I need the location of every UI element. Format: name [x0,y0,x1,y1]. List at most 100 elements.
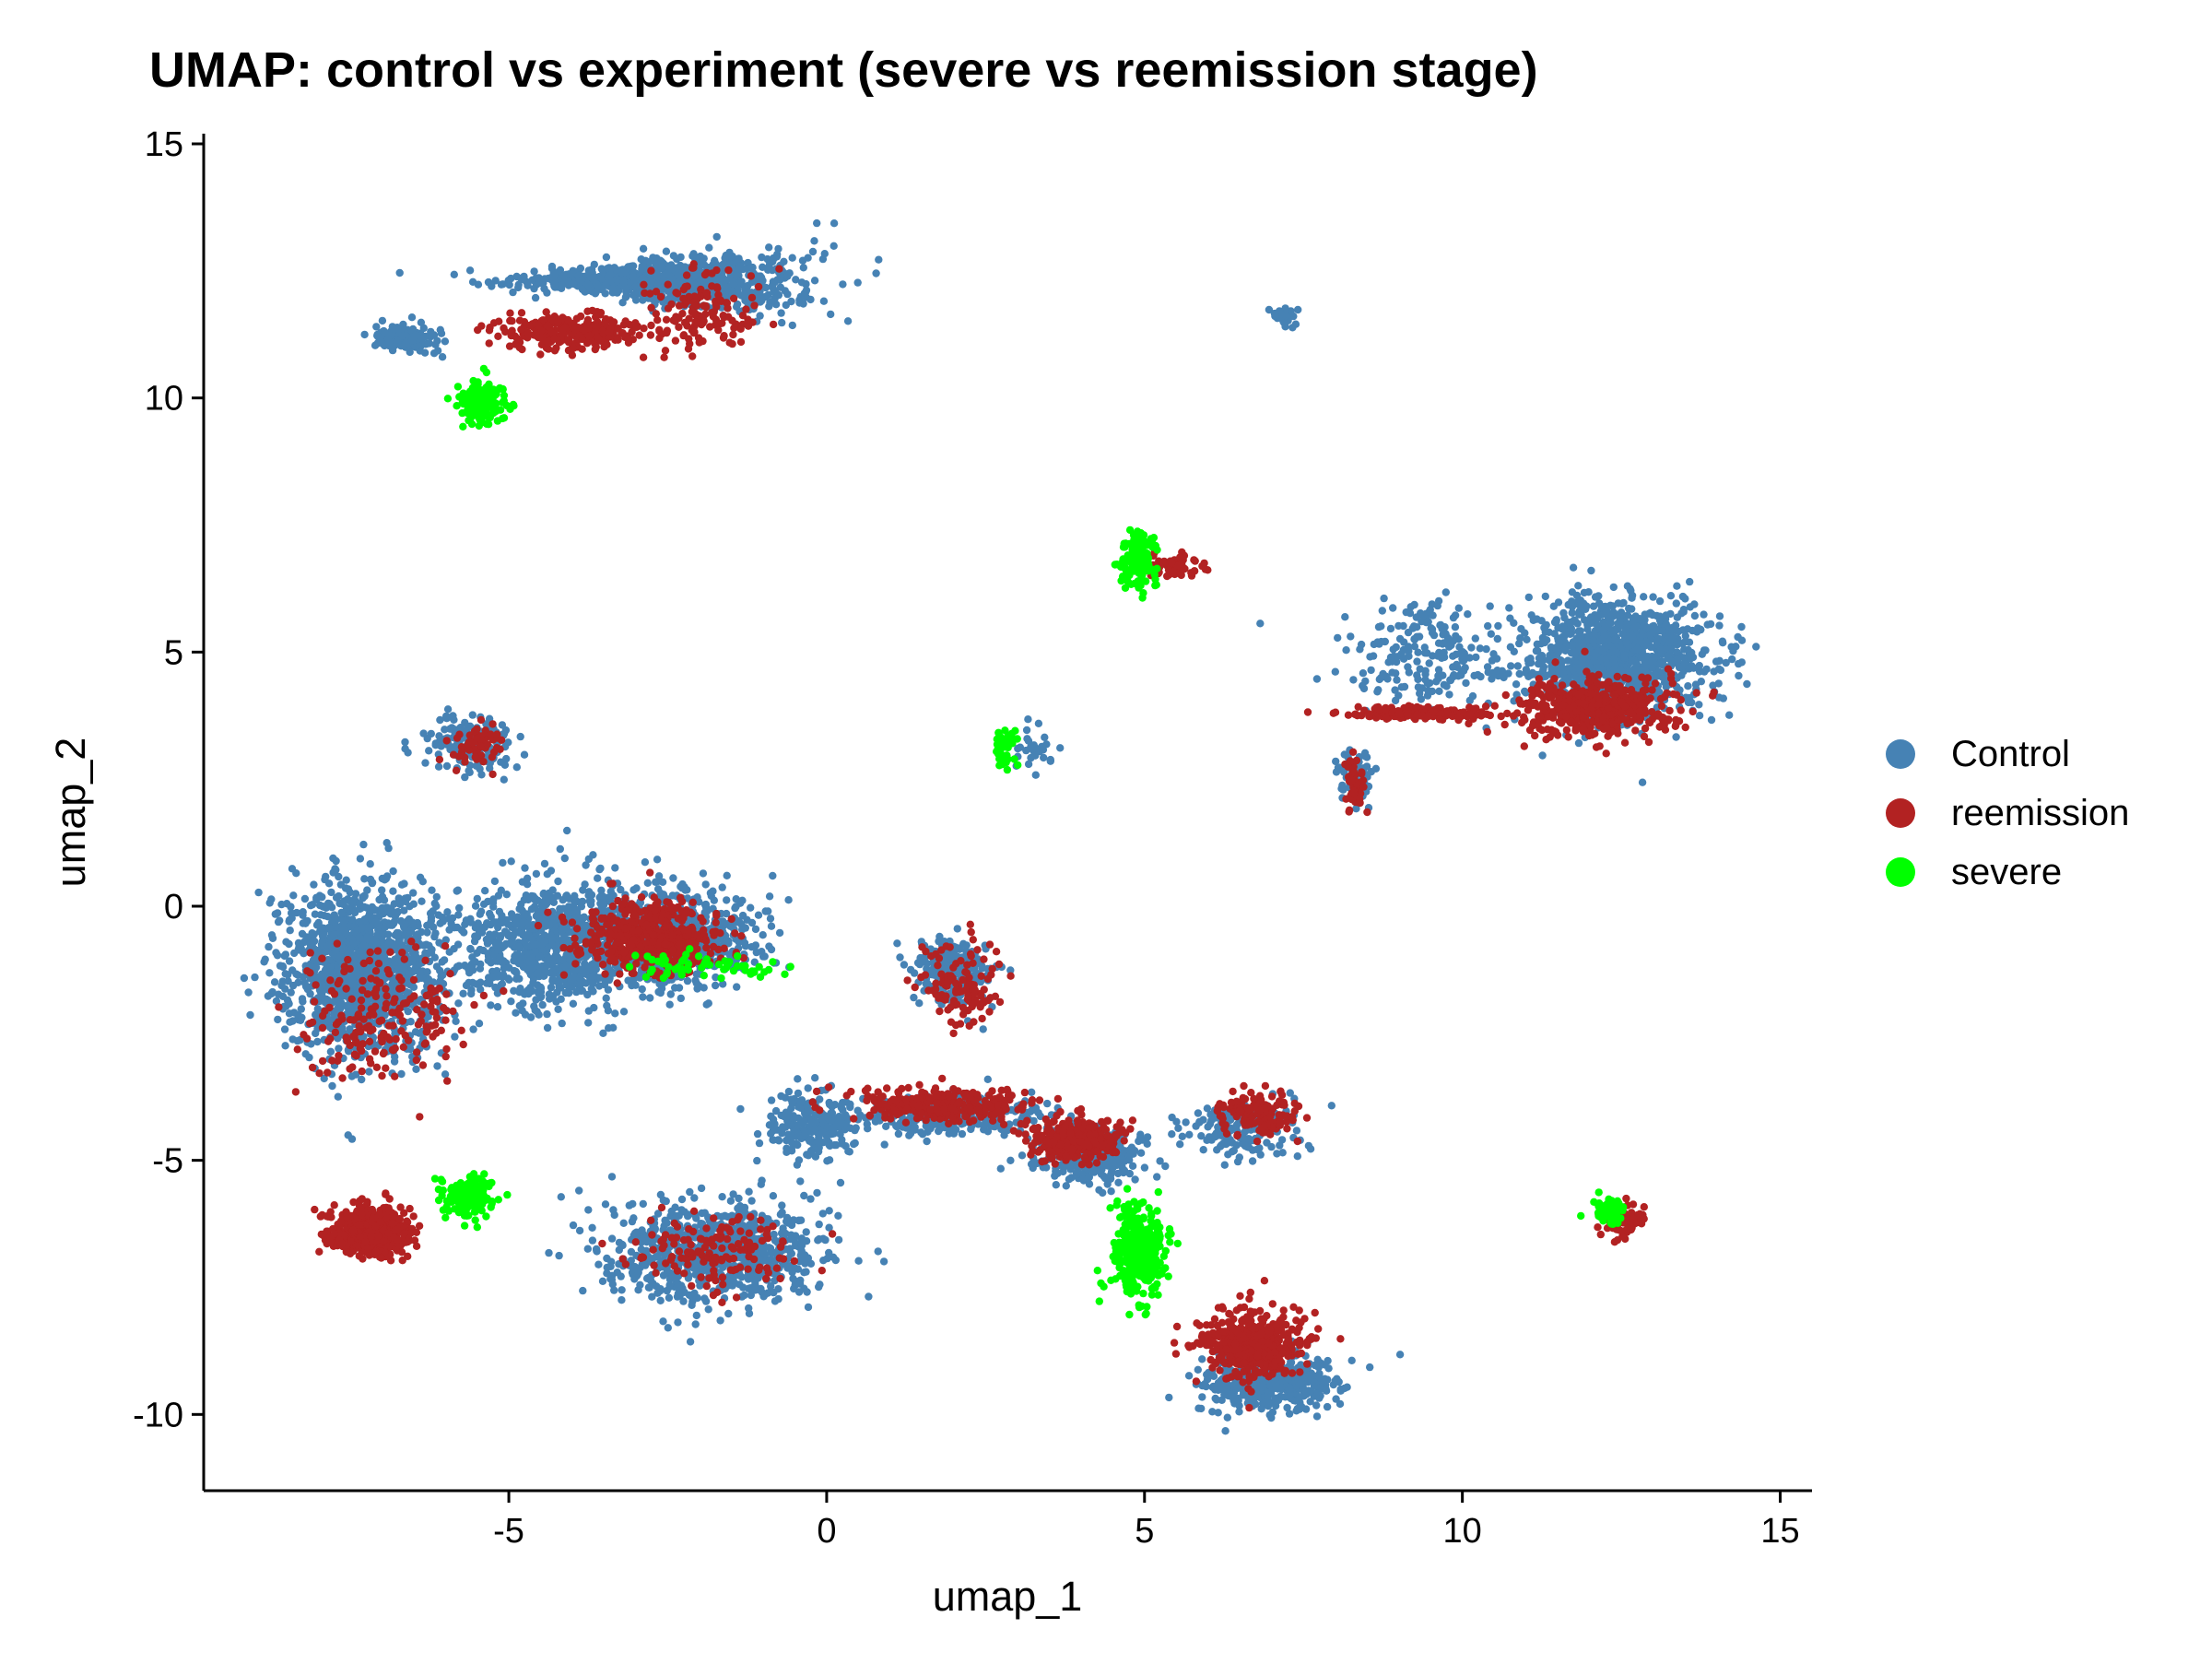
point [501,726,511,735]
point [692,1311,700,1320]
point [372,938,381,948]
point [496,953,504,962]
point [782,301,790,310]
point [726,1197,735,1205]
point [665,1293,674,1303]
point [328,1081,336,1091]
point [733,983,741,991]
point [404,749,412,757]
point [628,1217,637,1226]
point [532,912,541,920]
point [629,290,638,300]
point [689,250,698,258]
point [486,909,494,918]
point [520,750,529,759]
point [618,1286,626,1294]
point [765,243,773,252]
point [366,860,374,868]
point [270,978,279,986]
point [409,900,418,908]
point [435,732,443,740]
point [735,264,744,272]
point [547,262,557,271]
point [587,985,595,993]
point [483,919,491,927]
point [712,232,721,242]
point [324,997,333,1005]
point [489,895,498,903]
point [609,288,618,296]
point [778,1209,786,1217]
point [759,263,767,271]
point [313,1037,322,1046]
point [499,280,507,289]
point [528,276,536,284]
point [874,1247,882,1256]
point [818,254,828,264]
point [700,984,708,992]
point [510,966,519,975]
point [514,960,524,968]
point [765,302,773,311]
point [756,298,765,306]
point [397,1069,406,1079]
point [433,336,441,345]
point [481,887,489,895]
point [332,866,340,874]
point [674,1318,682,1327]
point [411,343,420,351]
point [677,994,685,1003]
point [588,1236,597,1245]
point [476,764,484,773]
point [371,917,380,926]
point [778,318,786,327]
point [532,996,540,1004]
point [674,1280,682,1288]
point [294,978,302,987]
point [797,278,806,287]
point [286,926,294,935]
point [794,1089,803,1098]
point [766,915,775,923]
point [668,891,677,900]
point [517,900,525,909]
point [499,858,507,867]
point [514,283,523,292]
point [516,732,524,741]
point [331,914,339,922]
point [629,886,638,894]
point [244,988,253,997]
point [819,297,829,305]
point [555,1251,563,1260]
point [443,705,453,714]
point [641,1234,650,1243]
point [365,1068,373,1076]
point [535,952,545,962]
point [535,1010,543,1019]
point [707,891,715,901]
point [677,1206,686,1214]
point [495,907,504,916]
point [406,927,416,936]
point [704,999,712,1008]
point [439,917,447,926]
point [639,274,647,283]
point [272,949,280,957]
point [421,759,429,767]
point [251,973,259,982]
point [400,879,408,888]
point [350,895,359,903]
point [675,269,683,278]
point [618,277,628,286]
point [265,942,273,951]
point [751,925,760,934]
point [690,1194,699,1202]
point [632,1271,641,1280]
point [815,1234,823,1244]
point [509,932,517,940]
point [443,908,452,916]
point [604,1007,613,1015]
cluster-Control-1 [360,313,450,361]
point [548,967,557,976]
point [602,994,610,1003]
